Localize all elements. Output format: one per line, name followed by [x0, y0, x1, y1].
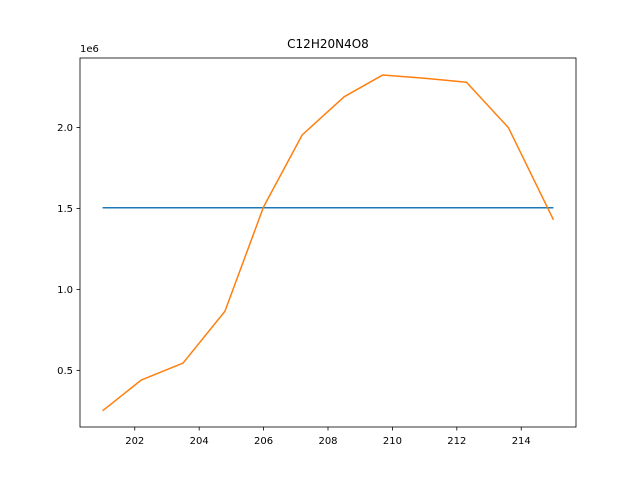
x-tick-label: 204 [190, 436, 209, 447]
x-tick-label: 214 [512, 436, 531, 447]
plot-frame [79, 57, 577, 428]
y-tick-label: 2.0 [57, 123, 73, 134]
axes-layer: 202 204 206 208 210 212 214 0.5 1.0 1.5 2.0 [57, 123, 531, 447]
series-line-2 [102, 74, 555, 412]
y-tick-label: 1.0 [57, 285, 73, 296]
y-tick-label: 0.5 [57, 366, 73, 377]
series-layer [102, 74, 555, 412]
x-tick-label: 206 [254, 436, 273, 447]
x-tick-label: 212 [447, 436, 466, 447]
chart-title: C12H20N4O8 [287, 37, 369, 51]
x-tick-label: 202 [125, 436, 144, 447]
x-tick-label: 208 [318, 436, 337, 447]
y-tick-label: 1.5 [57, 204, 73, 215]
y-axis-offset-label: 1e6 [80, 44, 99, 55]
x-tick-label: 210 [383, 436, 402, 447]
